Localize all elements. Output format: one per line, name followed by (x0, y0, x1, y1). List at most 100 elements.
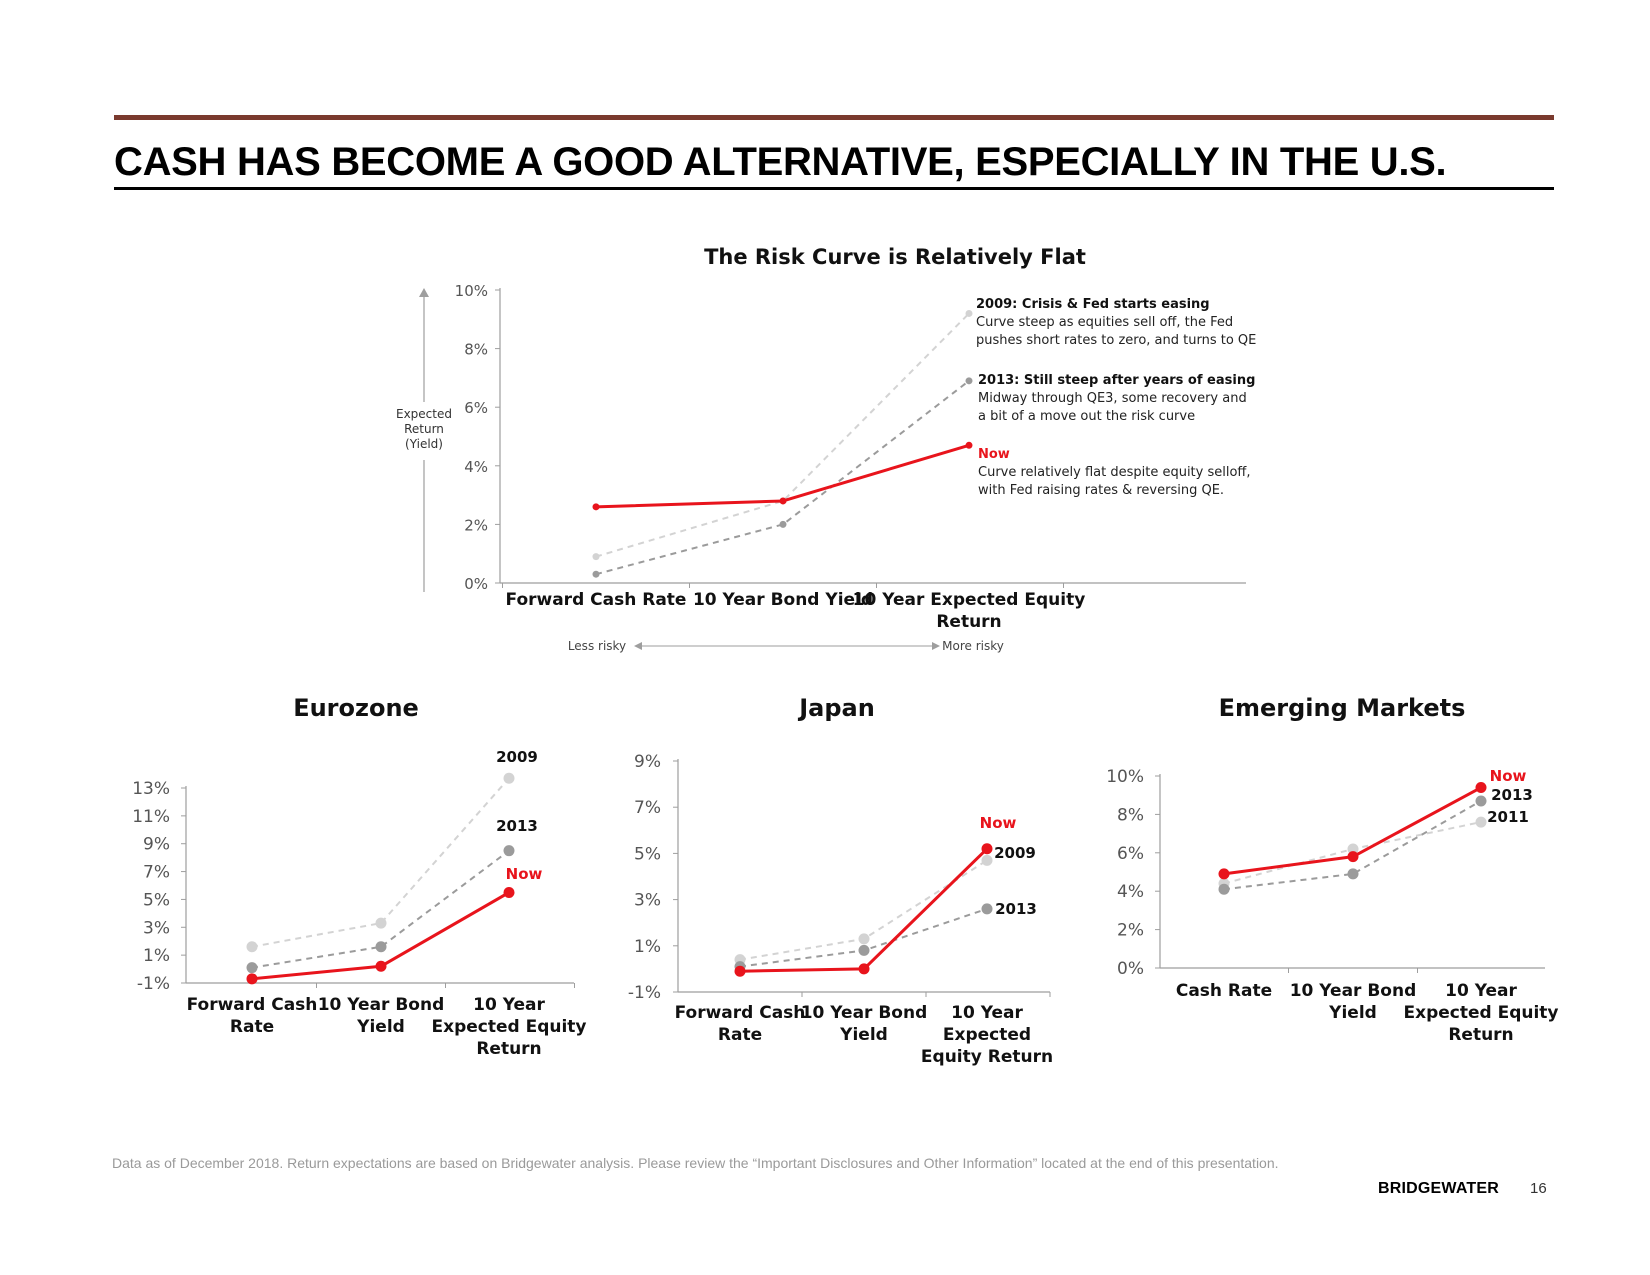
eurozone-series-2009-point (375, 917, 387, 929)
em-series-now-point (1475, 782, 1487, 794)
japan-category-label-line: 10 Year (951, 1003, 1023, 1023)
main-series-2013-point (965, 377, 973, 385)
main-y-tick-label: 2% (464, 516, 488, 534)
main-y-tick-label: 8% (464, 341, 488, 359)
japan-category-label: 10 Year Expected Equity Return (921, 1003, 1053, 1067)
eurozone-category-label-line: Expected Equity (431, 1017, 586, 1037)
japan-y-tick-label: 9% (634, 752, 661, 772)
eurozone-series-now-point (246, 973, 258, 985)
main-risk-arrow-left (634, 642, 642, 650)
em-y-tick-label: 6% (1117, 844, 1144, 864)
em-series-2011-point (1347, 843, 1359, 855)
eurozone-series-2013-point (503, 845, 515, 857)
eurozone-category-label: 10 Year Bond Yield (318, 995, 445, 1037)
em-series-2013-point (1347, 868, 1359, 880)
japan-category-label-line: 10 Year Bond (801, 1003, 928, 1023)
em-series-2011-point (1475, 816, 1487, 828)
eurozone-category-label: Forward Cash Rate (187, 995, 318, 1037)
main-category-label: 10 Year Expected Equity Return (853, 590, 1086, 632)
japan-category-label-line: Equity Return (921, 1047, 1053, 1067)
eurozone-series-2009-point (246, 941, 258, 953)
eurozone-end-label-now: Now (506, 865, 543, 883)
eurozone-category-label-line: Forward Cash (187, 995, 318, 1015)
main-risk-arrow-right (932, 642, 940, 650)
japan-series-2013-point (858, 944, 870, 956)
main-category-label-line: 10 Year Bond Yield (693, 590, 873, 610)
eurozone-y-tick-label: -1% (137, 974, 170, 994)
main-category-label-line: Return (936, 612, 1001, 632)
main-series-2009-point (592, 553, 600, 561)
main-y-tick-label: 6% (464, 399, 488, 417)
japan-y-tick-label: -1% (628, 983, 661, 1003)
eurozone-end-label-2013: 2013 (496, 817, 538, 835)
japan-series-2013-point (981, 903, 993, 915)
japan-end-label-2009: 2009 (994, 844, 1036, 862)
em-category-label: 10 Year Bond Yield (1290, 981, 1417, 1023)
em-chart-title: Emerging Markets (1219, 694, 1466, 722)
eurozone-series-2013-point (375, 941, 387, 953)
japan-series-now-point (981, 843, 993, 855)
brand-logo: BRIDGEWATER (1378, 1180, 1500, 1197)
em-series-2013-point (1218, 883, 1230, 895)
em-chart: Emerging Markets 10% 8% 6% 4% 2% 0% Cash Rate 10… (1106, 694, 1558, 1045)
main-category-label: Forward Cash Rate (506, 590, 687, 610)
main-series-2009-line (595, 312, 970, 558)
main-annotation-2013-head: 2013: Still steep after years of easing (978, 373, 1255, 388)
em-category-label-line: Yield (1328, 1003, 1377, 1023)
main-series-2013-line (595, 380, 970, 576)
em-end-label-now: Now (1490, 767, 1527, 785)
page-title: CASH HAS BECOME A GOOD ALTERNATIVE, ESPE… (114, 140, 1447, 184)
main-y-axis-label-line: (Yield) (405, 437, 443, 451)
japan-category-label-line: Yield (839, 1025, 888, 1045)
japan-y-tick-label: 7% (634, 798, 661, 818)
main-y-axis-label: Expected Return (Yield) (396, 407, 452, 451)
eurozone-y-tick-label: 9% (143, 835, 170, 855)
main-annotation-2009-text: Curve steep as equities sell off, the Fe… (976, 315, 1233, 330)
eurozone-category-label-line: Return (476, 1039, 541, 1059)
em-series-now-point (1218, 868, 1230, 880)
main-annotation-2013-text: a bit of a move out the risk curve (978, 409, 1195, 424)
em-category-label-line: Expected Equity (1403, 1003, 1558, 1023)
em-y-tick-label: 2% (1117, 921, 1144, 941)
main-series-now-point (592, 503, 600, 511)
main-yield-arrow-head (419, 288, 429, 297)
top-accent-bar (114, 115, 1554, 120)
eurozone-series-now-point (503, 886, 515, 898)
em-category-label-line: 10 Year Bond (1290, 981, 1417, 1001)
japan-category-label-line: Rate (718, 1025, 762, 1045)
main-series-2013-point (592, 570, 600, 578)
eurozone-category-label-line: 10 Year Bond (318, 995, 445, 1015)
em-series-2013-point (1475, 795, 1487, 807)
em-category-label-line: 10 Year (1445, 981, 1517, 1001)
eurozone-y-tick-label: 1% (143, 946, 170, 966)
japan-series-now-point (858, 963, 870, 975)
main-category-label-line: 10 Year Expected Equity (853, 590, 1086, 610)
em-category-label: 10 Year Expected Equity Return (1403, 981, 1558, 1045)
japan-y-tick-label: 5% (634, 844, 661, 864)
japan-y-tick-label: 3% (634, 891, 661, 911)
main-annotation-2009-head: 2009: Crisis & Fed starts easing (976, 297, 1210, 312)
main-category-label: 10 Year Bond Yield (693, 590, 873, 610)
japan-chart-title: Japan (797, 694, 875, 722)
main-series-2009-point (965, 309, 973, 317)
eurozone-category-label-line: Yield (356, 1017, 405, 1037)
em-series-now-point (1347, 851, 1359, 863)
eurozone-series-2013-point (246, 962, 258, 974)
japan-series-now-point (734, 965, 746, 977)
eurozone-chart-title: Eurozone (293, 694, 419, 722)
em-y-tick-label: 0% (1117, 959, 1144, 979)
main-less-risky-label: Less risky (568, 639, 626, 653)
eurozone-category-label-line: Rate (230, 1017, 274, 1037)
eurozone-y-tick-label: 3% (143, 918, 170, 938)
main-y-tick-label: 10% (455, 282, 488, 300)
eurozone-series-2009-point (503, 772, 515, 784)
em-category-label: Cash Rate (1176, 981, 1272, 1001)
japan-end-label-2013: 2013 (995, 900, 1037, 918)
em-end-label-2013: 2013 (1491, 786, 1533, 804)
japan-series-2009-point (981, 854, 993, 866)
main-category-label-line: Forward Cash Rate (506, 590, 687, 610)
main-y-tick-label: 0% (464, 575, 488, 593)
